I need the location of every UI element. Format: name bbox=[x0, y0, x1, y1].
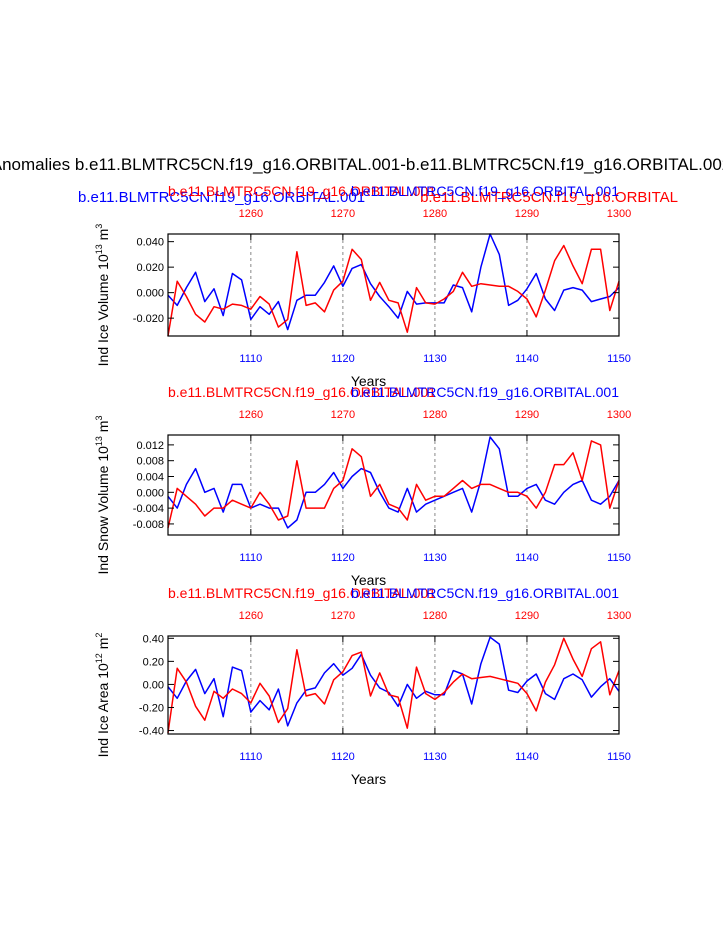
x-tick-label-bottom: 1110 bbox=[239, 353, 262, 365]
x-tick-label-top: 1270 bbox=[331, 409, 355, 421]
x-tick-label-bottom: 1120 bbox=[331, 552, 355, 564]
x-tick-label-bottom: 1140 bbox=[515, 751, 539, 763]
series-line-red bbox=[167, 440, 620, 529]
x-tick-label-top: 1260 bbox=[239, 208, 263, 220]
y-axis-label: Ind Ice Area 1012 m2 bbox=[94, 633, 111, 758]
x-tick-label-bottom: 1140 bbox=[515, 552, 539, 564]
y-tick-label: -0.008 bbox=[133, 519, 164, 531]
x-tick-label-bottom: 1130 bbox=[423, 552, 447, 564]
panel-title-right: b.e11.BLMTRC5CN.f19_g16.ORBITAL.001 bbox=[351, 585, 619, 601]
x-tick-label-top: 1290 bbox=[515, 409, 539, 421]
chart-panel-2: b.e11.BLMTRC5CN.f19_g16.ORBITAL.001b.e11… bbox=[94, 384, 631, 588]
y-tick-label: -0.004 bbox=[133, 503, 164, 515]
y-tick-label: 0.000 bbox=[136, 288, 164, 300]
x-tick-label-top: 1260 bbox=[239, 610, 263, 622]
x-tick-label-top: 1270 bbox=[331, 208, 355, 220]
y-tick-label: 0.020 bbox=[136, 262, 164, 274]
x-tick-label-bottom: 1120 bbox=[331, 353, 355, 365]
plot-frame bbox=[167, 635, 620, 735]
y-tick-label: 0.012 bbox=[136, 440, 164, 452]
y-tick-label: 0.40 bbox=[143, 633, 164, 645]
x-tick-label-bottom: 1130 bbox=[423, 751, 447, 763]
y-tick-label: -0.020 bbox=[133, 313, 164, 325]
panel-title-left: b.e11.BLMTRC5CN.f19_g16.ORBITAL.001 bbox=[168, 183, 436, 199]
series-line-red bbox=[167, 637, 620, 733]
y-tick-label: 0.008 bbox=[136, 456, 164, 468]
x-tick-label-top: 1300 bbox=[607, 409, 631, 421]
y-axis-label: Ind Snow Volume 1013 m3 bbox=[94, 415, 111, 574]
panel-title-left: b.e11.BLMTRC5CN.f19_g16.ORBITAL.001 bbox=[168, 384, 436, 400]
y-axis-label: Ind Ice Volume 1013 m3 bbox=[94, 224, 111, 367]
x-tick-label-bottom: 1110 bbox=[239, 552, 262, 564]
panel-title-right: b.e11.BLMTRC5CN.f19_g16.ORBITAL.001 bbox=[351, 183, 619, 199]
x-tick-label-top: 1290 bbox=[515, 610, 539, 622]
panels-group: b.e11.BLMTRC5CN.f19_g16.ORBITAL.001b.e11… bbox=[94, 183, 631, 787]
x-tick-label-top: 1300 bbox=[607, 208, 631, 220]
y-tick-label: 0.040 bbox=[136, 237, 164, 249]
x-tick-label-bottom: 1150 bbox=[607, 751, 631, 763]
chart-panel-1: b.e11.BLMTRC5CN.f19_g16.ORBITAL.001b.e11… bbox=[94, 183, 631, 389]
x-tick-label-bottom: 1120 bbox=[331, 751, 355, 763]
x-tick-label-top: 1280 bbox=[423, 409, 447, 421]
plot-frame bbox=[167, 434, 620, 536]
x-tick-label-top: 1270 bbox=[331, 610, 355, 622]
x-tick-label-top: 1300 bbox=[607, 610, 631, 622]
y-tick-label: -0.20 bbox=[139, 702, 164, 714]
y-tick-label: 0.004 bbox=[136, 472, 164, 484]
x-tick-label-top: 1260 bbox=[239, 409, 263, 421]
y-tick-label: 0.00 bbox=[143, 679, 164, 691]
x-tick-label-top: 1280 bbox=[423, 208, 447, 220]
series-line-blue bbox=[167, 233, 620, 331]
panel-title-left: b.e11.BLMTRC5CN.f19_g16.ORBITAL.001 bbox=[168, 585, 436, 601]
main-title: Anomalies b.e11.BLMTRC5CN.f19_g16.ORBITA… bbox=[0, 155, 723, 174]
y-tick-label: 0.20 bbox=[143, 656, 164, 668]
y-tick-label: -0.40 bbox=[139, 726, 164, 738]
x-tick-label-bottom: 1150 bbox=[607, 552, 631, 564]
figure-title-left: b.e11.BLMTRC5CN.f19_g16.ORBITAL.001 bbox=[78, 189, 365, 206]
x-axis-label: Years bbox=[351, 771, 386, 787]
x-tick-label-bottom: 1130 bbox=[423, 353, 447, 365]
x-tick-label-top: 1290 bbox=[515, 208, 539, 220]
figure-title-right: b.e11.BLMTRC5CN.f19_g16.ORBITAL bbox=[420, 189, 678, 206]
series-line-red bbox=[167, 244, 620, 337]
x-tick-label-bottom: 1150 bbox=[607, 353, 631, 365]
x-axis-label: Years bbox=[351, 572, 386, 588]
panel-title-right: b.e11.BLMTRC5CN.f19_g16.ORBITAL.001 bbox=[351, 384, 619, 400]
series-line-blue bbox=[167, 636, 620, 727]
y-tick-label: 0.000 bbox=[136, 487, 164, 499]
x-tick-label-bottom: 1110 bbox=[239, 751, 262, 763]
plot-frame bbox=[167, 233, 620, 337]
x-tick-label-bottom: 1140 bbox=[515, 353, 539, 365]
x-tick-label-top: 1280 bbox=[423, 610, 447, 622]
chart-panel-3: b.e11.BLMTRC5CN.f19_g16.ORBITAL.001b.e11… bbox=[94, 585, 631, 787]
x-axis-label: Years bbox=[351, 373, 386, 389]
series-line-blue bbox=[167, 436, 620, 529]
